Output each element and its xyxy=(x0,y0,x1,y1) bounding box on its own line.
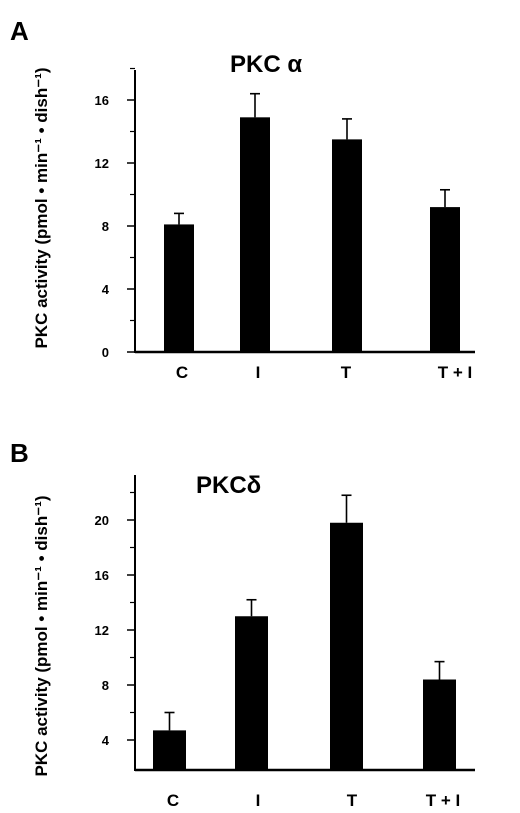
y-tick-label: 4 xyxy=(102,282,110,297)
bar-i xyxy=(240,117,270,352)
bars-group: 0 4 8 12 16 C I T T + I xyxy=(95,67,472,382)
y-tick-label: 8 xyxy=(102,219,109,234)
x-category-label: T + I xyxy=(438,363,472,382)
panel-letter-b: B xyxy=(10,438,29,468)
x-category-label: T xyxy=(347,791,358,810)
y-tick-label: 20 xyxy=(95,513,109,528)
bar-c xyxy=(153,730,186,770)
panel-b: B PKCδ PKC activity (pmol • min⁻¹ • dish… xyxy=(10,438,475,810)
bar-ti xyxy=(430,207,460,352)
bar-i xyxy=(235,616,268,770)
bar-t xyxy=(330,522,363,770)
x-category-label: C xyxy=(167,791,179,810)
y-tick-label: 0 xyxy=(102,345,109,360)
bar-t xyxy=(332,139,362,352)
panel-a: A PKC α PKC activity (pmol • min⁻¹ • dis… xyxy=(10,16,475,382)
chart-title: PKCδ xyxy=(196,472,261,499)
y-tick-label: 16 xyxy=(95,93,109,108)
y-tick-label: 12 xyxy=(95,156,109,171)
bar-c xyxy=(164,224,194,352)
panel-letter-a: A xyxy=(10,16,29,46)
x-category-label: I xyxy=(256,791,261,810)
y-axis-label: PKC activity (pmol • min⁻¹ • dish⁻¹) xyxy=(32,67,51,348)
bar-ti xyxy=(423,679,456,770)
bars-group: 4 8 12 16 20 C I T T + I xyxy=(95,491,460,810)
y-tick-label: 16 xyxy=(95,568,109,583)
y-tick-label: 4 xyxy=(102,733,110,748)
y-axis-label: PKC activity (pmol • min⁻¹ • dish⁻¹) xyxy=(32,495,51,776)
x-category-label: T xyxy=(341,363,352,382)
x-category-label: T + I xyxy=(426,791,460,810)
chart-title: PKC α xyxy=(230,51,302,78)
x-category-label: I xyxy=(256,363,261,382)
x-category-label: C xyxy=(176,363,188,382)
y-tick-label: 12 xyxy=(95,623,109,638)
y-tick-label: 8 xyxy=(102,678,109,693)
